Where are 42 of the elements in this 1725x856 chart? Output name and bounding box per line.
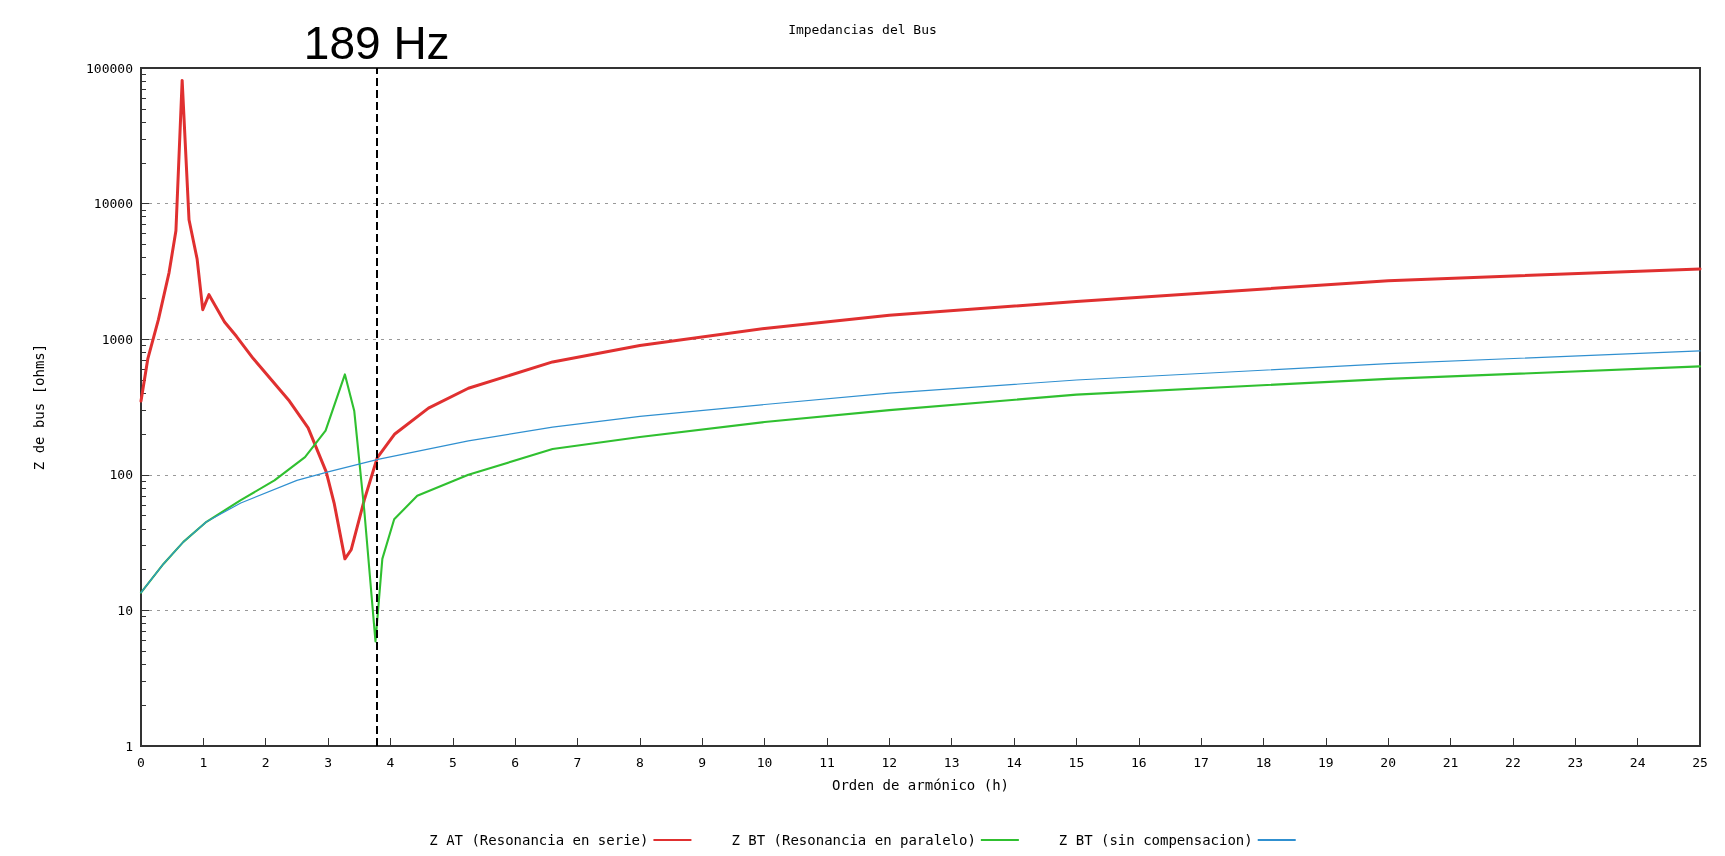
x-tick-label: 7 bbox=[573, 755, 582, 770]
x-tick-label: 12 bbox=[881, 755, 898, 770]
x-tick-label: 13 bbox=[943, 755, 960, 770]
x-tick-label: 23 bbox=[1567, 755, 1584, 770]
x-tick-label: 24 bbox=[1629, 755, 1646, 770]
x-tick-label: 14 bbox=[1006, 755, 1023, 770]
x-tick-label: 11 bbox=[819, 755, 835, 770]
x-tick-label: 18 bbox=[1255, 755, 1272, 770]
x-tick-label: 3 bbox=[324, 755, 332, 770]
x-axis-title: Orden de armónico (h) bbox=[831, 777, 1010, 793]
x-tick-label: 0 bbox=[137, 755, 145, 770]
y-tick-label: 10000 bbox=[93, 196, 133, 212]
chart-title: Impedancias del Bus bbox=[788, 22, 937, 37]
legend-label: Z BT (sin compensacion) bbox=[1058, 832, 1253, 848]
line-series bbox=[139, 78, 1702, 561]
x-tick-label: 25 bbox=[1692, 755, 1708, 770]
x-tick-label: 16 bbox=[1130, 755, 1147, 770]
x-tick-label: 5 bbox=[448, 755, 457, 770]
legend-label: Z AT (Resonancia en serie) bbox=[429, 832, 649, 848]
y-tick-label: 10 bbox=[117, 602, 133, 618]
x-tick-label: 20 bbox=[1380, 755, 1397, 770]
y-tick-label: 1000 bbox=[101, 331, 133, 347]
x-tick-label: 8 bbox=[635, 755, 644, 770]
x-tick-label: 19 bbox=[1318, 755, 1334, 770]
line-series bbox=[140, 350, 1701, 594]
y-tick-label: 100000 bbox=[86, 60, 133, 76]
x-tick-label: 22 bbox=[1505, 755, 1521, 770]
x-tick-label: 15 bbox=[1068, 755, 1085, 770]
x-tick-label: 2 bbox=[261, 755, 270, 770]
legend-label: Z BT (Resonancia en paralelo) bbox=[731, 832, 976, 848]
y-axis-title: Z de bus [ohms] bbox=[31, 343, 47, 471]
x-tick-label: 1 bbox=[199, 755, 208, 770]
x-tick-label: 4 bbox=[386, 755, 395, 770]
x-tick-label: 6 bbox=[511, 755, 520, 770]
ref-line-label: 189 Hz bbox=[303, 17, 450, 69]
x-tick-label: 9 bbox=[698, 755, 707, 770]
x-tick-label: 10 bbox=[756, 755, 773, 770]
x-tick-label: 17 bbox=[1193, 755, 1209, 770]
x-tick-label: 21 bbox=[1442, 755, 1459, 770]
y-tick-label: 100 bbox=[109, 467, 133, 483]
y-tick-label: 1 bbox=[125, 738, 133, 754]
line-series bbox=[139, 365, 1702, 643]
